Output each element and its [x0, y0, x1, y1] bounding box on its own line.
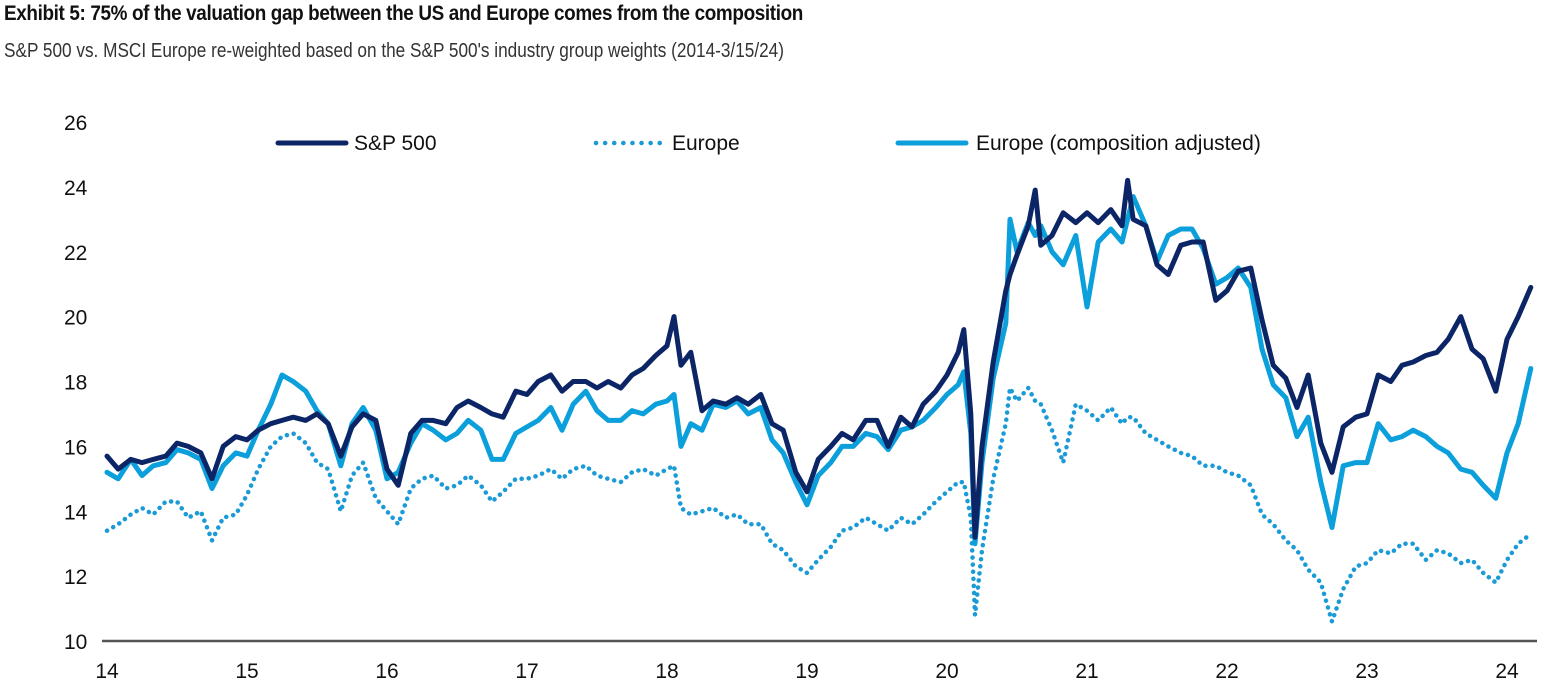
x-tick-label: 20: [935, 660, 958, 683]
x-tick-label: 22: [1215, 660, 1238, 683]
x-tick-label: 24: [1495, 660, 1519, 683]
x-tick-label: 19: [795, 660, 818, 683]
y-tick-label: 18: [64, 372, 87, 395]
legend-label-europe-composition-adjusted: Europe (composition adjusted): [976, 132, 1261, 155]
chart-title: Exhibit 5: 75% of the valuation gap betw…: [4, 2, 803, 25]
y-tick-label: 10: [64, 631, 87, 654]
x-tick-label: 15: [235, 660, 258, 683]
y-tick-label: 22: [64, 242, 87, 265]
x-axis: 14 15 16 17 18 19 20 21 22 23 24: [95, 660, 1519, 683]
legend-label-s-p-500: S&P 500: [354, 132, 437, 155]
x-tick-label: 14: [95, 660, 119, 683]
x-tick-label: 18: [655, 660, 678, 683]
x-tick-label: 23: [1355, 660, 1378, 683]
x-tick-label: 17: [515, 660, 538, 683]
series-line-europe-composition-adjusted: [104, 194, 1534, 547]
y-tick-label: 26: [64, 112, 87, 135]
y-tick-label: 16: [64, 436, 87, 459]
series-layer: [104, 177, 1534, 624]
legend-label-europe: Europe: [672, 132, 740, 155]
series-line-s-p-500: [104, 177, 1534, 540]
y-tick-label: 24: [64, 177, 88, 200]
y-tick-label: 14: [64, 501, 88, 524]
chart-subtitle: S&P 500 vs. MSCI Europe re-weighted base…: [4, 40, 784, 62]
x-tick-label: 21: [1075, 660, 1098, 683]
y-axis: 10 12 14 16 18 20 22 24 26: [64, 112, 88, 654]
y-tick-label: 12: [64, 566, 87, 589]
series-line-europe: [104, 385, 1534, 624]
y-tick-label: 20: [64, 307, 87, 330]
legend: S&P 500 Europe Europe (composition adjuste…: [275, 132, 1261, 155]
x-tick-label: 16: [375, 660, 398, 683]
